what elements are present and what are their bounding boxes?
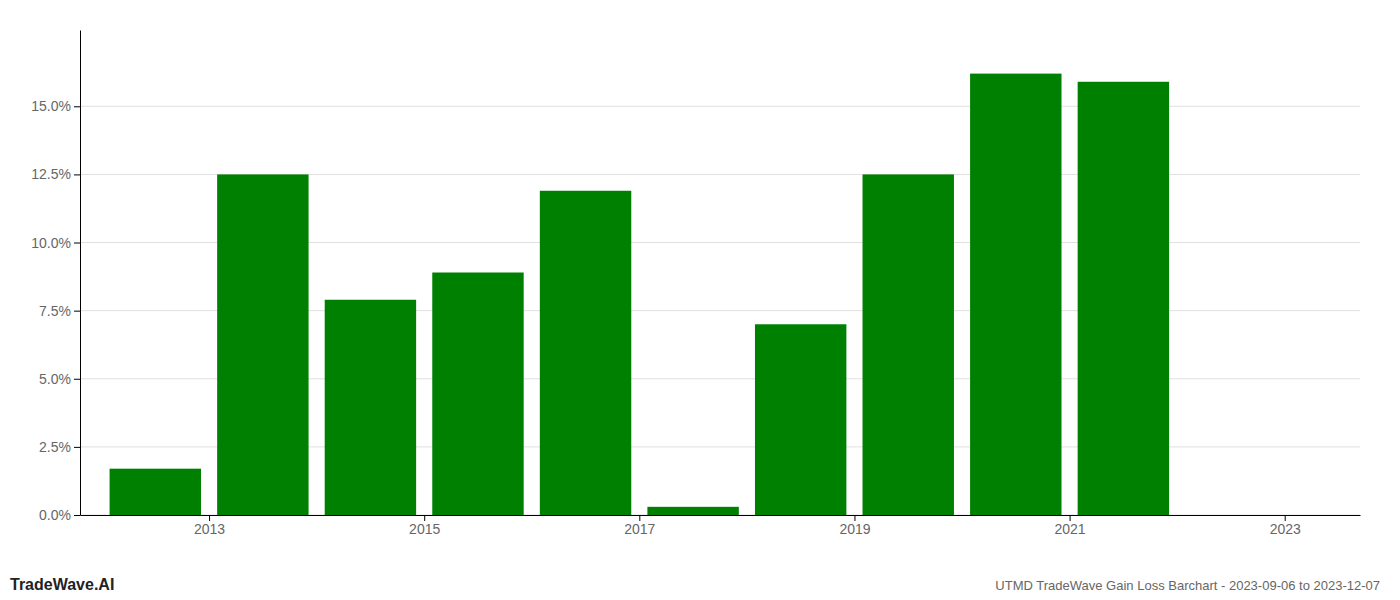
- bar: [325, 300, 416, 515]
- tick-mark: [74, 243, 80, 244]
- bar: [755, 324, 846, 515]
- tick: 0.0%: [39, 507, 80, 523]
- tick: 5.0%: [39, 371, 80, 387]
- tick-label: 2.5%: [39, 439, 71, 455]
- annotation: TradeWave.AI: [10, 576, 114, 593]
- tick: 2015: [409, 515, 440, 537]
- x-axis: 2013 2015 2017 2019 2021 2023: [81, 515, 1361, 537]
- bar: [1078, 82, 1169, 515]
- tick: 10.0%: [31, 235, 80, 251]
- tick-mark: [74, 106, 80, 107]
- bar: [110, 469, 201, 515]
- bar: [970, 74, 1061, 515]
- tick: 15.0%: [31, 98, 80, 114]
- tick-label: 2019: [839, 521, 870, 537]
- tick-mark: [74, 515, 80, 516]
- tick-mark: [74, 174, 80, 175]
- tick-label: 2021: [1055, 521, 1086, 537]
- tick-mark: [74, 379, 80, 380]
- tick-label: 2015: [409, 521, 440, 537]
- axis-line: [80, 31, 81, 516]
- tick-label: 2013: [194, 521, 225, 537]
- y-axis: 0.0% 2.5% 5.0% 7.5% 10.0% 12.5% 15.0%: [31, 31, 80, 523]
- axis-line: [81, 515, 1361, 516]
- tick-label: 2023: [1270, 521, 1301, 537]
- tick-label: 15.0%: [31, 98, 71, 114]
- tick-label: 0.0%: [39, 507, 71, 523]
- tick-mark: [74, 311, 80, 312]
- tick: 2017: [624, 515, 655, 537]
- tick: 2.5%: [39, 439, 80, 455]
- title: UTMD TradeWave Gain Loss Barchart - 2023…: [995, 578, 1380, 593]
- tick-label: 10.0%: [31, 235, 71, 251]
- bar: [863, 174, 954, 515]
- tick: 2023: [1270, 515, 1301, 537]
- tick: 12.5%: [31, 166, 80, 182]
- bar: [217, 174, 308, 515]
- bar: [647, 507, 738, 515]
- plot: 0.0%2.5%5.0%7.5%10.0%12.5%15.0%201320152…: [31, 31, 1360, 537]
- tick: 2013: [194, 515, 225, 537]
- tick-label: 2017: [624, 521, 655, 537]
- chart: 0.0%2.5%5.0%7.5%10.0%12.5%15.0%201320152…: [0, 0, 1400, 600]
- tick-mark: [74, 447, 80, 448]
- bar: [432, 273, 523, 516]
- bar: [540, 191, 631, 515]
- tick: 7.5%: [39, 303, 80, 319]
- tick-label: 5.0%: [39, 371, 71, 387]
- tick-label: 12.5%: [31, 166, 71, 182]
- tick: 2019: [839, 515, 870, 537]
- tick: 2021: [1055, 515, 1086, 537]
- tick-label: 7.5%: [39, 303, 71, 319]
- bars: [110, 74, 1169, 515]
